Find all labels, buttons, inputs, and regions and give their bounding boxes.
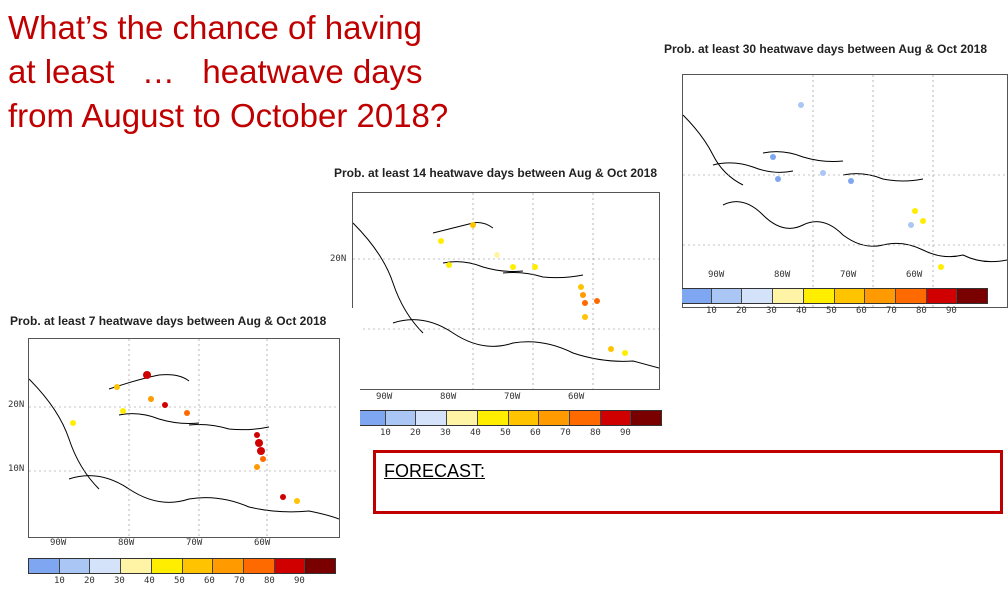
colorbar-tick: 10: [380, 428, 391, 438]
colorbar-tick: 70: [560, 428, 571, 438]
colorbar-tick: 30: [114, 576, 125, 586]
colorbar-bin: [243, 559, 275, 573]
colorbar-bin: [355, 411, 386, 425]
colorbar: [354, 410, 662, 426]
colorbar-tick: 30: [440, 428, 451, 438]
lon-label: 70W: [840, 270, 857, 280]
lon-label: 80W: [118, 538, 135, 548]
colorbar-bin: [59, 559, 91, 573]
map-coastlines: [29, 339, 339, 537]
slide-title: What’s the chance of having at least … h…: [8, 6, 568, 138]
map-title: Prob. at least 30 heatwave days between …: [664, 42, 988, 56]
lon-label: 60W: [906, 270, 923, 280]
map-title: Prob. at least 14 heatwave days between …: [334, 166, 658, 180]
lon-label: 70W: [186, 538, 203, 548]
caribbean-map: [682, 74, 1008, 308]
lon-label: 80W: [440, 392, 457, 402]
caribbean-map: [352, 192, 660, 390]
colorbar-bin: [385, 411, 417, 425]
colorbar-bin: [926, 289, 958, 303]
title-line-3: from August to October 2018?: [8, 97, 449, 134]
colorbar-tick: 50: [826, 306, 837, 316]
colorbar-tick: 80: [264, 576, 275, 586]
colorbar-bin: [803, 289, 835, 303]
colorbar-bin: [305, 559, 336, 573]
colorbar-tick: 50: [500, 428, 511, 438]
colorbar: [680, 288, 988, 304]
lon-label: 60W: [568, 392, 585, 402]
colorbar-bin: [151, 559, 183, 573]
colorbar-tick: 10: [706, 306, 717, 316]
colorbar-bin: [182, 559, 214, 573]
colorbar-bin: [416, 411, 448, 425]
map-panel-7-days: Prob. at least 7 heatwave days between A…: [4, 308, 360, 608]
colorbar-bin: [569, 411, 601, 425]
title-line-2: at least … heatwave days: [8, 53, 423, 90]
colorbar-tick: 40: [144, 576, 155, 586]
colorbar-tick: 20: [410, 428, 421, 438]
colorbar-bin: [742, 289, 774, 303]
colorbar-bin: [834, 289, 866, 303]
forecast-label: FORECAST:: [384, 461, 486, 481]
colorbar-bin: [213, 559, 244, 573]
colorbar-tick: 90: [946, 306, 957, 316]
colorbar-bin: [477, 411, 509, 425]
caribbean-map: [28, 338, 340, 538]
lat-label: 20N: [8, 400, 25, 410]
colorbar-bin: [895, 289, 927, 303]
colorbar-tick: 90: [620, 428, 631, 438]
colorbar-bin: [865, 289, 896, 303]
colorbar-bin: [600, 411, 632, 425]
colorbar-bin: [447, 411, 478, 425]
forecast-answer-box[interactable]: FORECAST:: [373, 450, 1003, 514]
map-panel-30-days: Prob. at least 30 heatwave days between …: [656, 38, 1008, 328]
lon-label: 90W: [708, 270, 725, 280]
colorbar-bin: [631, 411, 662, 425]
colorbar: [28, 558, 336, 574]
colorbar-bin: [711, 289, 743, 303]
colorbar-tick: 70: [886, 306, 897, 316]
lon-label: 90W: [376, 392, 393, 402]
lat-label: 20N: [330, 254, 347, 264]
colorbar-tick: 70: [234, 576, 245, 586]
colorbar-tick: 60: [530, 428, 541, 438]
colorbar-bin: [29, 559, 60, 573]
colorbar-bin: [957, 289, 988, 303]
colorbar-tick: 30: [766, 306, 777, 316]
map-title: Prob. at least 7 heatwave days between A…: [10, 314, 327, 328]
colorbar-tick: 80: [590, 428, 601, 438]
colorbar-tick: 20: [84, 576, 95, 586]
colorbar-tick: 20: [736, 306, 747, 316]
colorbar-bin: [681, 289, 712, 303]
lon-label: 80W: [774, 270, 791, 280]
colorbar-tick: 90: [294, 576, 305, 586]
map-coastlines: [353, 193, 659, 389]
colorbar-tick: 60: [856, 306, 867, 316]
map-coastlines: [683, 75, 1007, 307]
title-line-1: What’s the chance of having: [8, 9, 422, 46]
lon-label: 60W: [254, 538, 271, 548]
colorbar-tick: 40: [470, 428, 481, 438]
colorbar-tick: 60: [204, 576, 215, 586]
colorbar-tick: 10: [54, 576, 65, 586]
colorbar-bin: [508, 411, 540, 425]
colorbar-bin: [539, 411, 570, 425]
lat-label: 10N: [8, 464, 25, 474]
lon-label: 90W: [50, 538, 67, 548]
colorbar-bin: [90, 559, 122, 573]
colorbar-tick: 50: [174, 576, 185, 586]
colorbar-bin: [274, 559, 306, 573]
colorbar-bin: [121, 559, 152, 573]
lon-label: 70W: [504, 392, 521, 402]
colorbar-bin: [773, 289, 804, 303]
colorbar-tick: 40: [796, 306, 807, 316]
colorbar-tick: 80: [916, 306, 927, 316]
map-panel-14-days: Prob. at least 14 heatwave days between …: [326, 160, 682, 448]
